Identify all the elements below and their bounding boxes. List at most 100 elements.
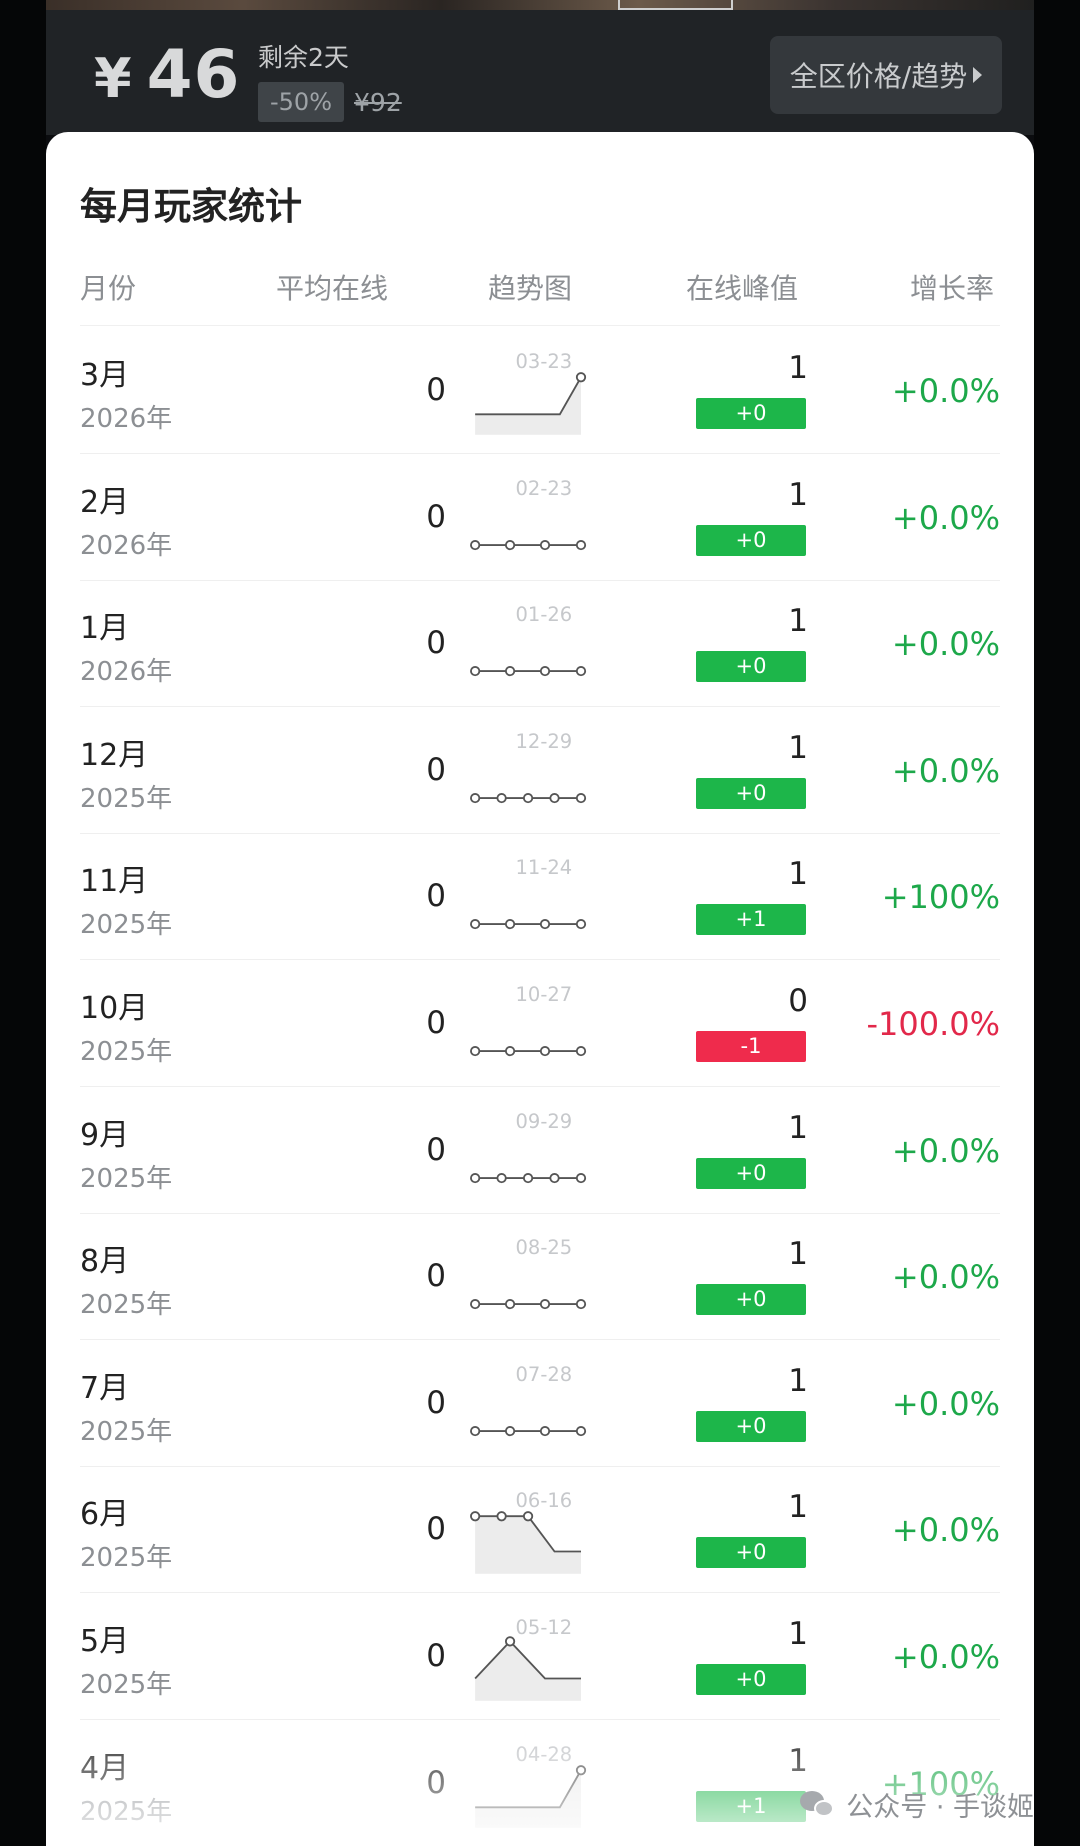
row-month: 11月 [80, 864, 149, 900]
row-growth-rate: +0.0% [891, 625, 1000, 664]
row-trend-sparkline: 02-23 [470, 477, 587, 550]
table-row[interactable]: 9月 2025年 0 1 +0 +0.0% 09-29 [46, 1088, 1034, 1214]
row-year: 2025年 [80, 1416, 173, 1447]
row-divider [80, 1592, 1000, 1594]
row-avg-online: 0 [426, 1258, 446, 1295]
sparkline-date-label: 10-27 [516, 983, 573, 1006]
table-row[interactable]: 3月 2026年 0 1 +0 +0.0% 03-23 [46, 328, 1034, 454]
remaining-time: 剩余2天 [258, 43, 349, 72]
sparkline-point [549, 1172, 560, 1183]
row-trend-sparkline: 12-29 [470, 730, 587, 803]
sparkline-point [470, 666, 481, 677]
row-year: 2025年 [80, 1290, 173, 1321]
row-trend-sparkline: 11-24 [470, 856, 587, 930]
currency-symbol: ¥ [94, 47, 133, 110]
table-row[interactable]: 5月 2025年 0 1 +0 +0.0% 05-12 [46, 1594, 1034, 1720]
sparkline-point [575, 539, 587, 550]
row-peak-delta-badge: +1 [696, 904, 806, 936]
sparkline-area [475, 1641, 581, 1701]
monthly-player-stats-panel: 每月玩家统计 月份 平均在线 趋势图 在线峰值 增长率 3月 2026年 0 1 +0 +… [46, 132, 1034, 1846]
row-year: 2026年 [80, 530, 173, 561]
row-peak-delta-badge: +0 [696, 1284, 806, 1316]
column-header-trend: 趋势图 [488, 272, 573, 305]
row-divider [80, 1212, 1000, 1214]
row-trend-sparkline: 07-28 [470, 1363, 587, 1436]
sparkline-point [575, 1425, 587, 1436]
row-divider [80, 959, 1000, 961]
sparkline-point [539, 666, 551, 677]
region-price-trend-button[interactable]: 全区价格/趋势 [770, 36, 1002, 114]
sparkline-date-label: 09-29 [516, 1110, 573, 1133]
row-month: 10月 [80, 991, 149, 1026]
row-peak: 1 [788, 1109, 808, 1146]
wechat-icon [800, 1790, 835, 1819]
row-avg-online: 0 [426, 372, 446, 408]
sparkline-point [504, 1045, 516, 1057]
discount-row: -50% ¥92 [258, 82, 402, 122]
table-row[interactable]: 8月 2025年 0 1 +0 +0.0% 08-25 [46, 1214, 1034, 1341]
sparkline-point [539, 1299, 551, 1310]
row-avg-online: 0 [426, 1131, 446, 1168]
row-month: 8月 [80, 1244, 130, 1280]
row-month: 7月 [80, 1370, 130, 1406]
row-year: 2026年 [80, 404, 173, 434]
sparkline-date-label: 02-23 [516, 477, 573, 500]
row-divider [80, 1465, 1000, 1467]
sparkline-point [575, 919, 587, 930]
row-growth-rate: +0.0% [891, 751, 1000, 790]
sparkline-point [539, 919, 551, 930]
row-month: 1月 [80, 611, 130, 647]
sparkline-point [575, 666, 587, 677]
sparkline-date-label: 01-26 [516, 603, 573, 626]
row-growth-rate: +0.0% [891, 1258, 1000, 1297]
row-peak: 1 [788, 1489, 808, 1526]
row-growth-rate: +0.0% [891, 1638, 1000, 1676]
sparkline-point [575, 1764, 587, 1775]
row-month: 5月 [80, 1624, 130, 1659]
screenshot-thumbnail-strip[interactable] [46, 0, 1034, 10]
row-year: 2025年 [80, 1163, 173, 1194]
sparkline-point [522, 792, 534, 803]
sparkline-point [575, 1045, 587, 1057]
row-trend-sparkline: 03-23 [475, 350, 587, 435]
price-value: 46 [146, 36, 241, 113]
panel-title: 每月玩家统计 [80, 185, 302, 228]
row-peak-delta-badge: +0 [696, 777, 806, 809]
row-year: 2025年 [80, 1543, 173, 1574]
row-growth-rate: +0.0% [891, 1384, 1000, 1423]
row-trend-sparkline: 05-12 [474, 1616, 581, 1701]
sparkline-point [504, 1299, 516, 1310]
row-growth-rate: +0.0% [891, 372, 1000, 410]
row-trend-sparkline: 01-26 [470, 603, 587, 677]
sparkline-point [470, 1299, 481, 1310]
sparkline-point [470, 1425, 481, 1436]
selected-thumbnail[interactable] [618, 0, 733, 10]
column-header-peak: 在线峰值 [686, 272, 799, 305]
row-divider [80, 832, 1000, 834]
row-trend-sparkline: 06-16 [470, 1489, 581, 1575]
row-peak: 1 [788, 1742, 808, 1779]
table-row[interactable]: 11月 2025年 0 1 +1 +100% 11-24 [46, 834, 1034, 961]
table-row[interactable]: 1月 2026年 0 1 +0 +0.0% 01-26 [46, 581, 1034, 708]
sparkline-point [522, 1172, 534, 1183]
table-row[interactable]: 6月 2025年 0 1 +0 +0.0% 06-16 [46, 1467, 1034, 1594]
row-peak-delta-badge: +0 [696, 1410, 806, 1442]
sparkline-point [470, 1172, 481, 1183]
row-year: 2025年 [80, 1037, 173, 1067]
row-divider [80, 453, 1000, 454]
table-row[interactable]: 12月 2025年 0 1 +0 +0.0% 12-29 [46, 708, 1034, 834]
row-divider [80, 1339, 1000, 1341]
sparkline-point [470, 539, 481, 550]
table-row[interactable]: 4月 2025年 0 1 +1 +100% 04-28 [46, 1721, 1034, 1846]
row-month: 4月 [80, 1750, 130, 1786]
sparkline-point [549, 792, 560, 803]
table-row[interactable]: 7月 2025年 0 1 +0 +0.0% 07-28 [46, 1341, 1034, 1467]
row-peak-delta-badge: +0 [696, 651, 806, 683]
table-row[interactable]: 2月 2026年 0 1 +0 +0.0% 02-23 [46, 455, 1034, 581]
row-peak: 1 [788, 729, 808, 766]
discount-badge: -50% [258, 82, 345, 122]
sparkline-point [522, 1511, 534, 1522]
row-year: 2025年 [80, 910, 173, 941]
row-peak-delta-badge: +0 [696, 1537, 806, 1569]
table-row[interactable]: 10月 2025年 0 0 -1 -100.0% 10-27 [46, 961, 1034, 1087]
